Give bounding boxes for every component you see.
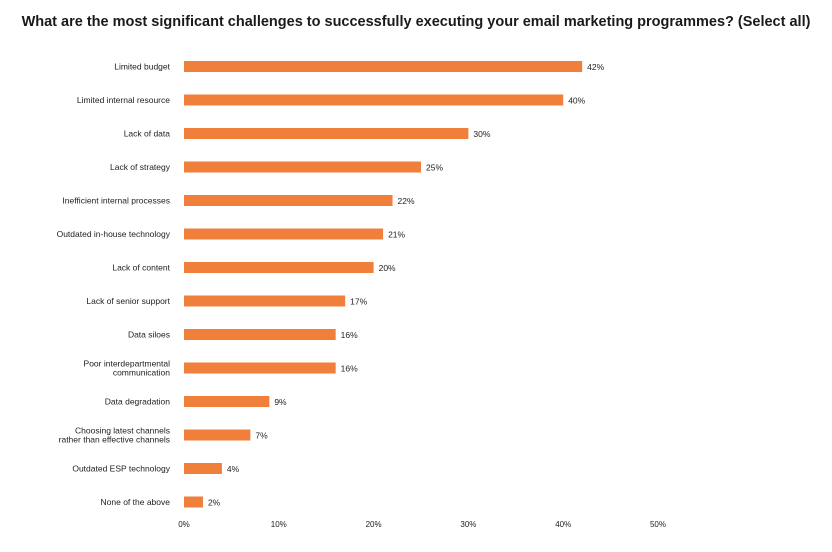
value-label: 21% <box>388 230 405 240</box>
value-labels: 42% 40% 30% 25% 22% 21% 20% 17% 16% 16% 9% 7% 4% 2% <box>208 62 605 508</box>
bar <box>184 94 564 106</box>
bar <box>184 396 270 407</box>
value-label: 16% <box>341 364 358 374</box>
bar <box>184 195 393 206</box>
value-label: 2% <box>208 498 221 508</box>
category-label: Lack of strategy <box>110 162 171 172</box>
category-labels: Limited budget Limited internal resource L… <box>57 62 171 508</box>
x-tick-label: 50% <box>650 520 666 529</box>
x-tick-label: 10% <box>271 520 287 529</box>
bars-layer <box>184 61 583 508</box>
x-axis: 0% 10% 20% 30% 40% 50% <box>178 520 666 529</box>
value-label: 9% <box>274 397 287 407</box>
category-label: Data degradation <box>105 397 170 407</box>
value-label: 16% <box>341 330 358 340</box>
category-label: Choosing latest channels rather than effe… <box>59 426 170 445</box>
bar <box>184 295 346 307</box>
category-label: Lack of content <box>112 263 170 273</box>
category-label: Poor interdepartmental communication <box>84 359 171 378</box>
category-label: Lack of data <box>124 129 171 139</box>
value-label: 22% <box>398 196 415 206</box>
value-label: 40% <box>568 96 585 106</box>
bar <box>184 262 374 273</box>
bar <box>184 329 336 340</box>
category-label: Data siloes <box>128 330 170 340</box>
x-tick-label: 30% <box>460 520 476 529</box>
x-tick-label: 0% <box>178 520 190 529</box>
value-label: 7% <box>255 431 268 441</box>
value-label: 42% <box>587 62 604 72</box>
value-label: 4% <box>227 464 240 474</box>
value-label: 30% <box>473 129 490 139</box>
category-label: Inefficient internal processes <box>62 196 170 206</box>
category-label: Limited internal resource <box>77 95 170 105</box>
value-label: 25% <box>426 163 443 173</box>
x-tick-label: 40% <box>555 520 571 529</box>
category-label: None of the above <box>101 497 171 507</box>
bar <box>184 429 251 441</box>
category-label: Outdated ESP technology <box>72 464 170 474</box>
chart-title: What are the most significant challenges… <box>21 14 811 30</box>
value-label: 17% <box>350 297 367 307</box>
category-label: Outdated in-house technology <box>57 229 171 239</box>
bar <box>184 463 222 474</box>
bar <box>184 362 336 374</box>
bar <box>184 128 469 139</box>
category-label: Limited budget <box>114 62 170 72</box>
category-label: Lack of senior support <box>86 296 170 306</box>
value-label: 20% <box>379 263 396 273</box>
x-tick-label: 20% <box>366 520 382 529</box>
bar <box>184 228 384 240</box>
bar <box>184 161 421 173</box>
bar <box>184 61 583 72</box>
bar <box>184 496 203 508</box>
